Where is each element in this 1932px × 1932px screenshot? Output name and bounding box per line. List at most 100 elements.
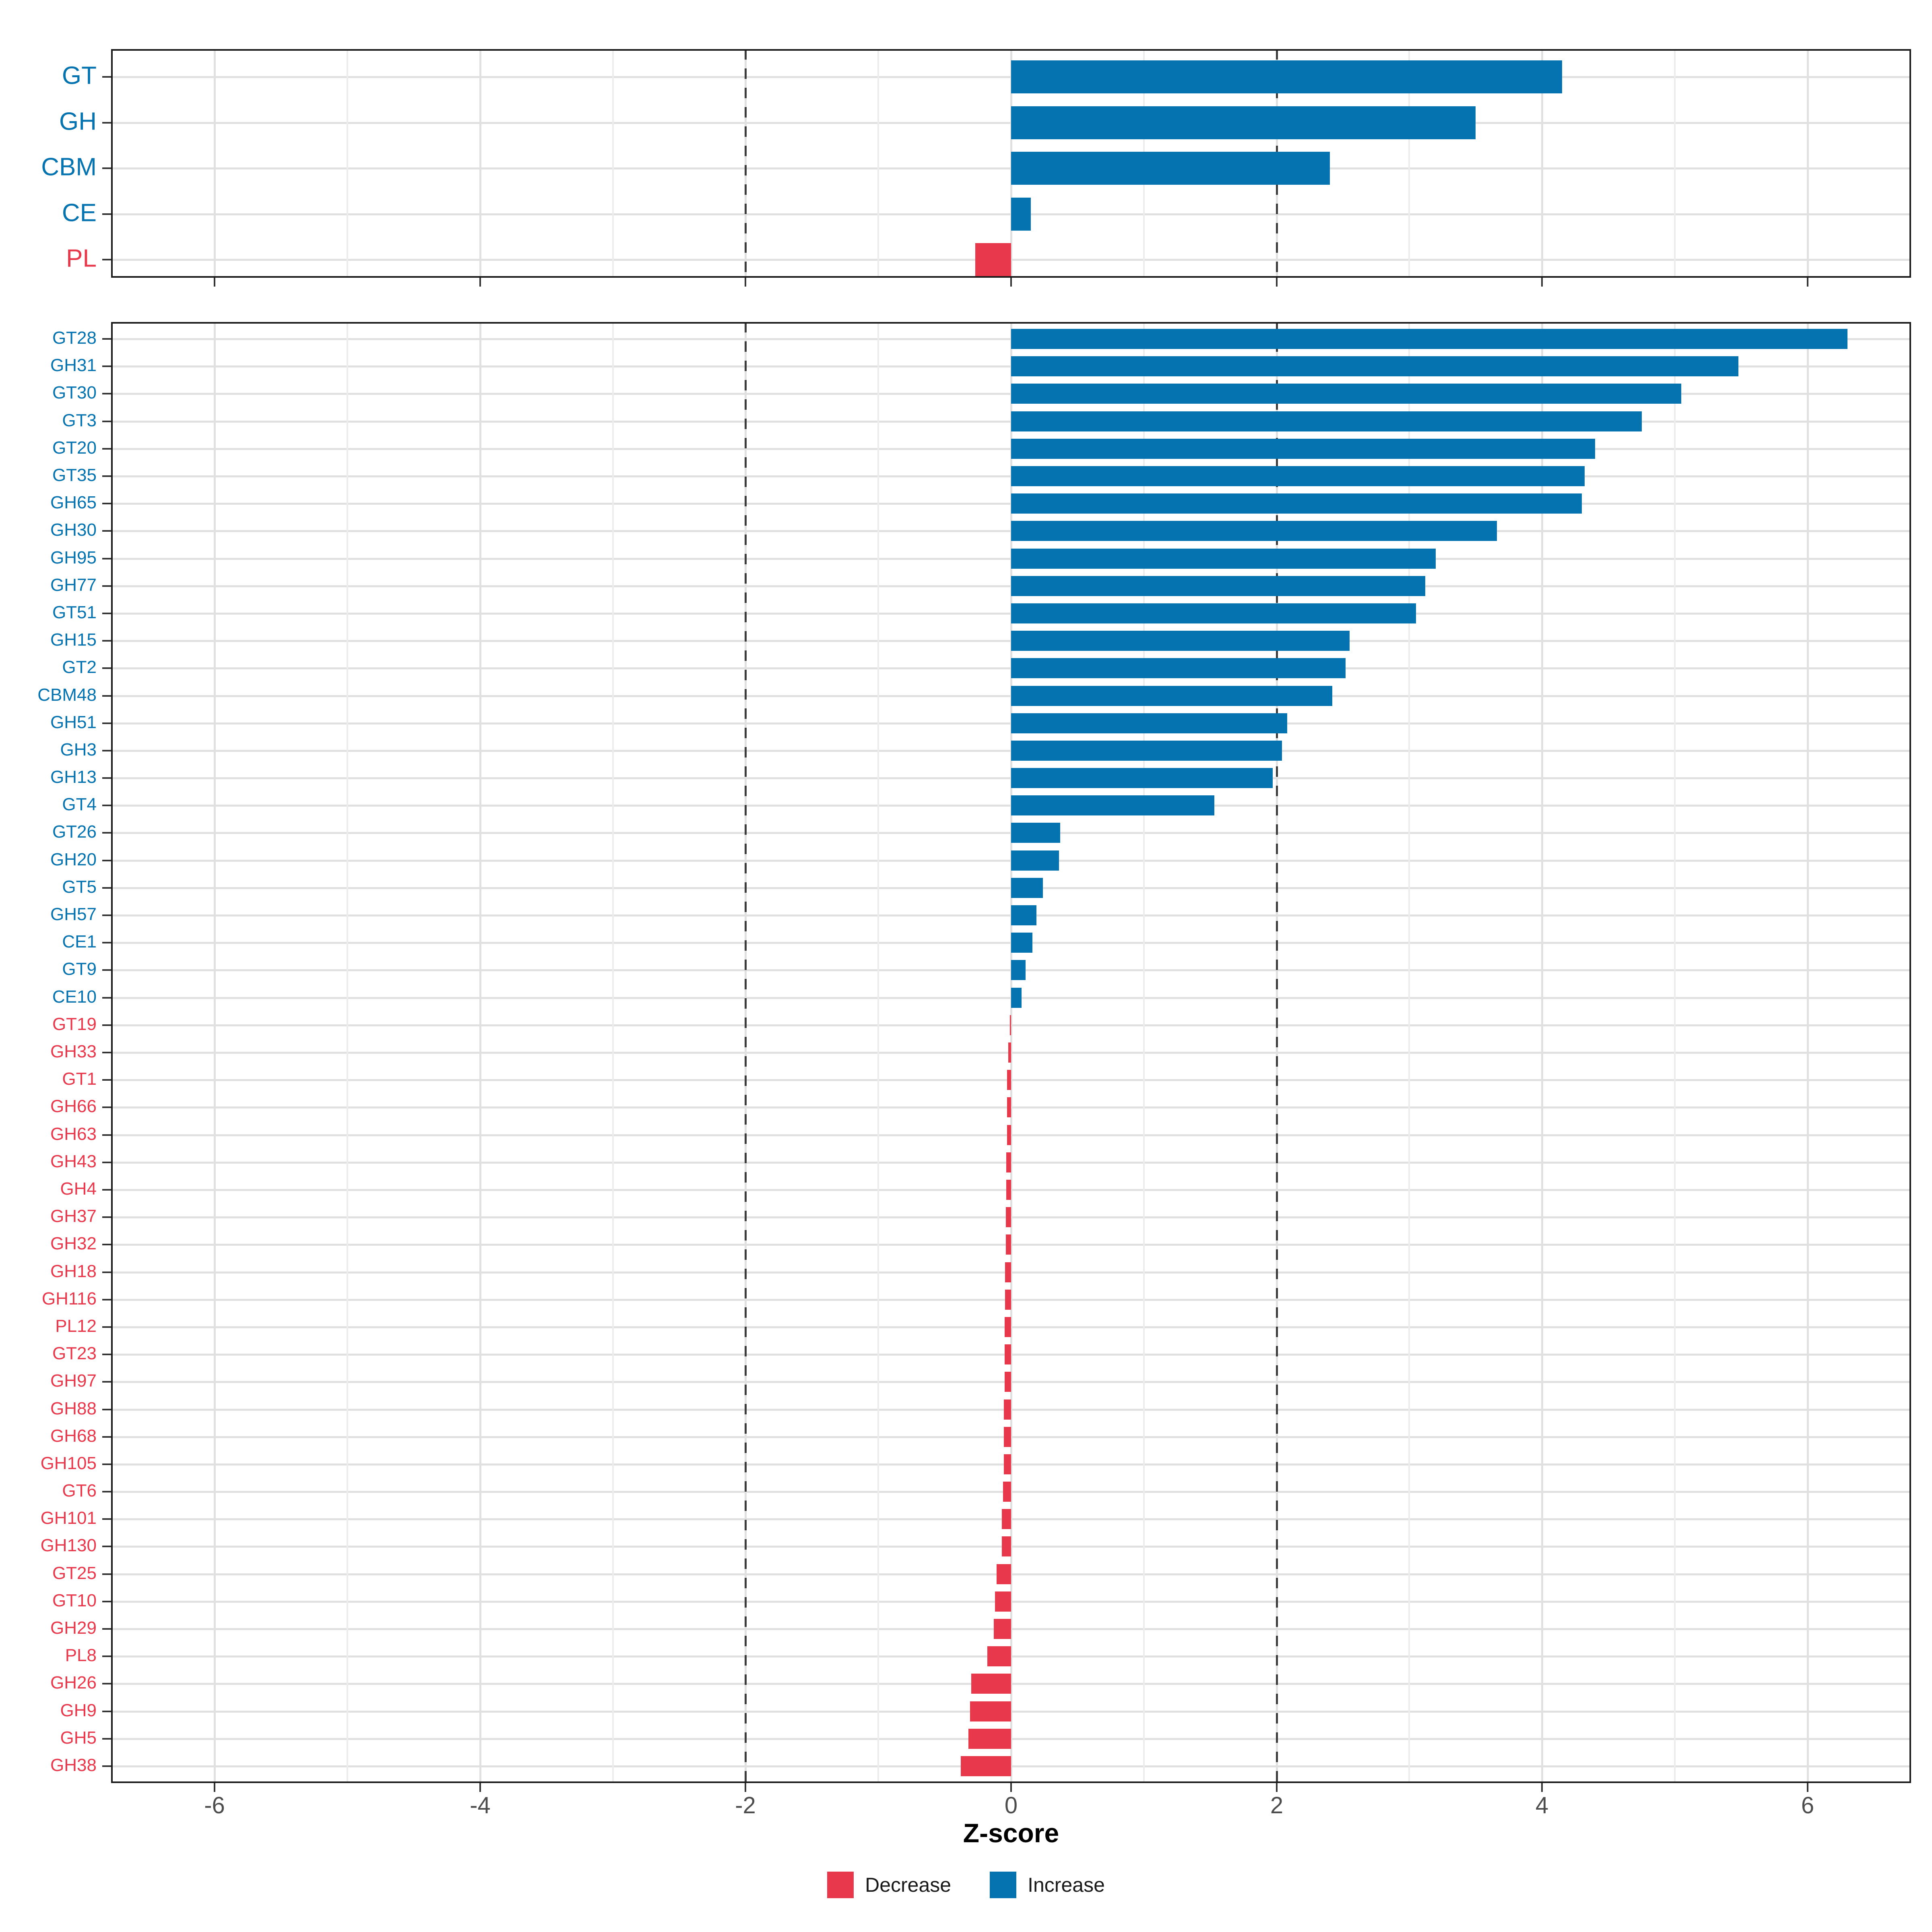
bar-gt30 <box>1011 384 1681 404</box>
gridline-vertical-major <box>479 322 481 1783</box>
y-axis-tick <box>102 969 111 971</box>
x-tick-label: -4 <box>470 1792 491 1818</box>
y-axis-label-cbm: CBM <box>41 153 97 181</box>
legend-label-decrease: Decrease <box>865 1874 952 1896</box>
y-axis-label-gh20: GH20 <box>50 850 97 869</box>
y-axis-tick <box>102 722 111 724</box>
bar-gt35 <box>1011 466 1585 486</box>
bar-gt26 <box>1011 823 1060 843</box>
x-axis-title: Z-score <box>963 1818 1059 1848</box>
y-axis-label-gh13: GH13 <box>50 767 97 787</box>
y-axis-label-gh5: GH5 <box>60 1728 97 1748</box>
y-axis-tick <box>102 1326 111 1328</box>
y-axis-tick <box>102 365 111 367</box>
y-axis-tick <box>102 122 111 124</box>
bar-gh95 <box>1011 549 1436 569</box>
y-axis-label-gh37: GH37 <box>50 1206 97 1226</box>
x-axis-tick <box>1010 278 1012 287</box>
y-axis-tick <box>102 1381 111 1383</box>
bar-gh9 <box>970 1701 1011 1721</box>
y-axis-tick <box>102 1134 111 1136</box>
y-axis-tick <box>102 421 111 422</box>
bar-gt4 <box>1011 795 1214 815</box>
gridline-vertical-major <box>1541 49 1543 278</box>
bar-gt1 <box>1007 1070 1011 1090</box>
y-axis-tick <box>102 805 111 806</box>
gridline-vertical-minor <box>612 49 614 278</box>
bar-gh18 <box>1005 1262 1011 1282</box>
gridline-vertical-major <box>1541 322 1543 1783</box>
y-axis-label-gh31: GH31 <box>50 355 97 375</box>
y-axis-tick <box>102 1573 111 1575</box>
y-axis-label-ce: CE <box>62 199 97 227</box>
y-axis-label-cbm48: CBM48 <box>37 685 97 705</box>
bar-gh33 <box>1008 1042 1011 1063</box>
gridline-vertical-major <box>1807 49 1809 278</box>
y-axis-label-gt28: GT28 <box>52 328 97 348</box>
y-axis-label-gh65: GH65 <box>50 493 97 512</box>
x-axis-tick <box>479 278 481 287</box>
bar-gt10 <box>995 1591 1011 1612</box>
y-axis-tick <box>102 942 111 943</box>
bar-gh30 <box>1011 521 1497 541</box>
y-axis-tick <box>102 667 111 669</box>
gridline-vertical-major <box>214 322 216 1783</box>
x-axis-tick <box>214 278 215 287</box>
y-axis-label-gh63: GH63 <box>50 1124 97 1144</box>
y-axis-tick <box>102 1409 111 1410</box>
x-tick-label: -2 <box>735 1792 756 1818</box>
y-axis-label-gt: GT <box>62 62 97 90</box>
cazyme-families-panel <box>111 322 1911 1783</box>
y-axis-label-gt25: GT25 <box>52 1563 97 1583</box>
x-tick-label: 2 <box>1270 1792 1284 1818</box>
x-tick-label: 0 <box>1004 1792 1018 1818</box>
y-axis-tick <box>102 1244 111 1245</box>
y-axis-tick <box>102 1463 111 1465</box>
legend: Decrease Increase <box>0 1871 1932 1899</box>
y-axis-label-gh33: GH33 <box>50 1042 97 1061</box>
legend-swatch-decrease <box>827 1872 854 1898</box>
y-axis-label-gt9: GT9 <box>62 959 97 979</box>
y-axis-tick <box>102 558 111 559</box>
bar-gh5 <box>968 1729 1011 1749</box>
bar-gt9 <box>1011 960 1026 980</box>
bar-gh26 <box>971 1674 1011 1694</box>
y-axis-label-gt35: GT35 <box>52 465 97 485</box>
y-axis-tick <box>102 1052 111 1053</box>
legend-swatch-increase <box>990 1872 1017 1898</box>
gridline-vertical-minor <box>1674 322 1676 1783</box>
y-axis-label-gh97: GH97 <box>50 1371 97 1391</box>
y-axis-label-gh57: GH57 <box>50 904 97 924</box>
y-axis-label-gh130: GH130 <box>40 1536 97 1555</box>
dashed-reference-line <box>1276 322 1278 1783</box>
x-axis-tick <box>1010 1783 1012 1792</box>
y-axis-label-gh38: GH38 <box>50 1755 97 1775</box>
bar-gt28 <box>1011 329 1847 349</box>
y-axis-label-pl: PL <box>66 244 97 272</box>
y-axis-tick <box>102 259 111 260</box>
bar-gh4 <box>1006 1180 1011 1200</box>
y-axis-label-gh101: GH101 <box>40 1508 97 1528</box>
bar-gh13 <box>1011 768 1273 788</box>
gridline-vertical-minor <box>1408 322 1410 1783</box>
bar-gh57 <box>1011 905 1036 925</box>
y-axis-tick <box>102 585 111 587</box>
y-axis-tick <box>102 832 111 834</box>
bar-gh37 <box>1006 1207 1011 1227</box>
y-axis-tick <box>102 448 111 450</box>
y-axis-tick <box>102 1299 111 1300</box>
y-axis-label-gh15: GH15 <box>50 630 97 650</box>
y-axis-label-gh30: GH30 <box>50 520 97 540</box>
bar-ce <box>1011 198 1031 231</box>
y-axis-label-gt30: GT30 <box>52 383 97 402</box>
gridline-vertical-minor <box>347 322 348 1783</box>
bar-gh <box>1011 106 1476 139</box>
gridline-vertical-minor <box>1674 49 1676 278</box>
bar-cbm <box>1011 152 1330 185</box>
y-axis-tick <box>102 1491 111 1492</box>
bar-gh88 <box>1004 1399 1011 1420</box>
gridline-vertical-major <box>479 49 481 278</box>
x-axis-tick <box>479 1783 481 1792</box>
y-axis-tick <box>102 695 111 697</box>
bar-gt51 <box>1011 603 1416 623</box>
